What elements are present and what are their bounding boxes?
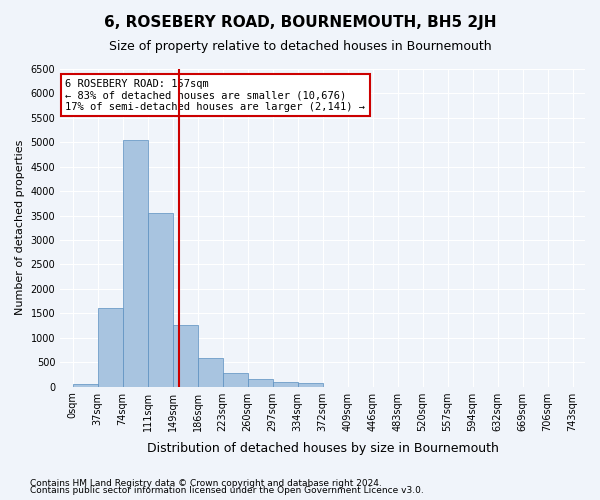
Bar: [197, 358, 223, 386]
Y-axis label: Number of detached properties: Number of detached properties: [15, 140, 25, 316]
Bar: [98, 308, 122, 386]
Bar: [298, 383, 323, 386]
Text: 6 ROSEBERY ROAD: 157sqm
← 83% of detached houses are smaller (10,676)
17% of sem: 6 ROSEBERY ROAD: 157sqm ← 83% of detache…: [65, 78, 365, 112]
Bar: [122, 140, 148, 386]
Bar: [148, 213, 173, 386]
Text: Size of property relative to detached houses in Bournemouth: Size of property relative to detached ho…: [109, 40, 491, 53]
Bar: [73, 384, 98, 386]
Bar: [223, 373, 248, 386]
Bar: [248, 379, 272, 386]
Bar: [272, 382, 298, 386]
Text: 6, ROSEBERY ROAD, BOURNEMOUTH, BH5 2JH: 6, ROSEBERY ROAD, BOURNEMOUTH, BH5 2JH: [104, 15, 496, 30]
Text: Contains HM Land Registry data © Crown copyright and database right 2024.: Contains HM Land Registry data © Crown c…: [30, 478, 382, 488]
Text: Contains public sector information licensed under the Open Government Licence v3: Contains public sector information licen…: [30, 486, 424, 495]
Bar: [173, 326, 197, 386]
X-axis label: Distribution of detached houses by size in Bournemouth: Distribution of detached houses by size …: [146, 442, 499, 455]
